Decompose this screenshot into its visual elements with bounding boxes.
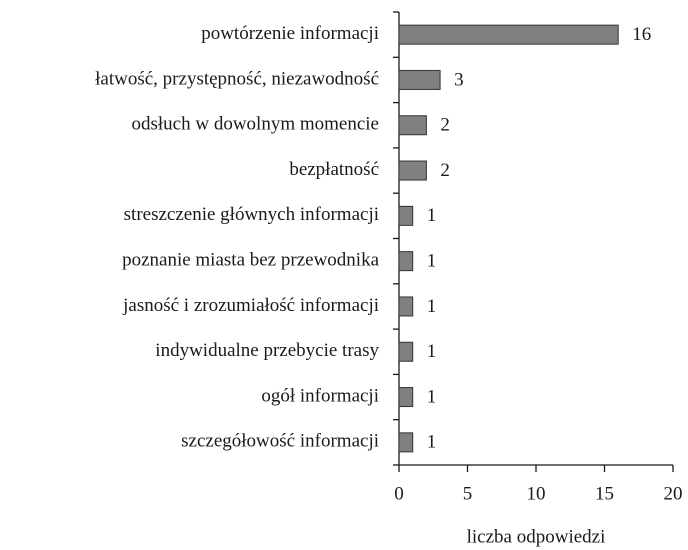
bar: [398, 24, 619, 45]
x-axis-label: liczba odpowiedzi: [467, 526, 606, 547]
y-tick-label: szczegółowość informacji: [181, 431, 379, 452]
value-label: 1: [427, 386, 437, 407]
value-label: 1: [427, 296, 437, 317]
x-tick-label: 0: [394, 483, 404, 504]
y-tick-label: łatwość, przystępność, niezawodność: [95, 68, 379, 89]
value-label: 16: [632, 24, 651, 45]
x-tick-label: 5: [463, 483, 473, 504]
bar: [398, 251, 414, 272]
bar: [398, 341, 414, 362]
bar: [398, 432, 414, 453]
y-tick-label: odsłuch w dowolnym momencie: [132, 114, 380, 135]
x-tick-label: 20: [664, 483, 683, 504]
y-tick-label: indywidualne przebycie trasy: [155, 340, 379, 361]
y-tick-label: poznanie miasta bez przewodnika: [122, 250, 379, 271]
y-tick-label: ogół informacji: [261, 385, 379, 406]
y-tick-label: jasność i zrozumiałość informacji: [122, 295, 379, 316]
bar: [398, 205, 414, 226]
value-label: 1: [427, 341, 437, 362]
value-label: 1: [427, 205, 437, 226]
value-label: 1: [427, 432, 437, 453]
bar: [398, 296, 414, 317]
bar: [398, 69, 441, 90]
value-label: 2: [440, 115, 450, 136]
y-tick-label: bezpłatność: [289, 159, 379, 180]
y-tick-label: powtórzenie informacji: [201, 23, 379, 44]
bar: [398, 160, 427, 181]
x-tick-label: 15: [595, 483, 614, 504]
value-label: 2: [440, 160, 450, 181]
value-label: 3: [454, 69, 464, 90]
x-tick-label: 10: [527, 483, 546, 504]
value-label: 1: [427, 251, 437, 272]
bar: [398, 115, 427, 136]
y-tick-label: streszczenie głównych informacji: [124, 204, 379, 225]
bar: [398, 387, 414, 408]
